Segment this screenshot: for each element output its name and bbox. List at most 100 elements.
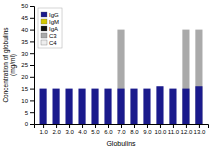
y-tick-label: 35 [21,39,28,45]
y-tick-mark [30,41,34,42]
legend-swatch [41,33,47,38]
x-tick: 5.0 [91,124,100,135]
x-axis-line [35,125,209,129]
bar [91,89,98,124]
y-tick: 40 [21,27,34,33]
bar [104,89,111,124]
x-tick-label: 4.0 [78,129,87,135]
bar [169,89,176,124]
x-tick: 13.0 [194,124,206,135]
x-tick: 6.0 [104,124,113,135]
y-tick: 0 [25,121,34,127]
x-tick-mark [69,124,70,128]
y-axis: 0 5 10 15 20 25 30 35 40 45 50 [21,3,34,127]
y-tick: 35 [21,39,34,45]
y-tick-mark [30,77,34,78]
x-axis-title: Globulins [106,140,136,147]
y-tick-label: 0 [25,121,29,127]
y-tick-mark [30,112,34,113]
x-tick-mark [173,124,174,128]
x-tick-label: 1.0 [39,129,48,135]
x-tick-label: 6.0 [104,129,113,135]
x-tick-mark [82,124,83,128]
x-tick-mark [160,124,161,128]
y-axis-line [30,7,35,125]
x-tick-label: 3.0 [65,129,74,135]
legend-swatch [41,40,47,45]
x-tick-mark [199,124,200,128]
bar-series [40,86,203,124]
x-tick: 8.0 [130,124,139,135]
x-tick: 10.0 [155,124,167,135]
bar [195,86,202,124]
legend-box [38,8,62,48]
bar [78,89,85,124]
x-tick-mark [95,124,96,128]
x-tick: 1.0 [39,124,48,135]
y-tick: 45 [21,15,34,21]
y-tick: 25 [21,62,34,68]
y-tick-label: 40 [21,27,28,33]
legend-label: C3 [49,33,57,39]
x-tick: 11.0 [168,124,180,135]
legend-label: IgM [49,19,59,25]
y-tick: 30 [21,51,34,57]
y-tick-label: 50 [21,3,28,9]
x-tick-label: 7.0 [117,129,126,135]
x-tick-mark [147,124,148,128]
bar [195,30,202,124]
legend-swatch [41,26,47,31]
bar [182,89,189,124]
y-tick: 50 [21,3,34,9]
x-tick: 9.0 [143,124,152,135]
y-tick: 20 [21,74,34,80]
bar [117,30,124,124]
x-tick-label: 9.0 [143,129,152,135]
legend-swatch [41,19,47,24]
plot: 1.02.03.04.05.06.07.08.09.010.011.012.01… [21,3,208,135]
y-tick-mark [30,89,34,90]
x-tick-mark [56,124,57,128]
bar [40,89,47,124]
legend-label: IgA [49,26,58,32]
bar [65,89,72,124]
y-tick-label: 20 [21,74,28,80]
x-tick-label: 2.0 [52,129,61,135]
y-axis-title: Concentration of globulins(mg/ml) [2,27,17,103]
legend-label: C4 [49,40,57,46]
y-tick: 5 [25,110,34,116]
legend: IgGIgMIgAC3C4 [38,8,62,48]
y-tick-label: 10 [21,98,28,104]
bar [130,89,137,124]
bar [143,89,150,124]
x-tick-mark [108,124,109,128]
x-tick: 3.0 [65,124,74,135]
y-tick: 10 [21,98,34,104]
x-tick: 2.0 [52,124,61,135]
x-tick-mark [43,124,44,128]
y-tick-mark [30,124,34,125]
bar-series [117,30,202,124]
y-axis-title-line: (mg/ml) [9,54,17,76]
y-tick-mark [30,53,34,54]
bars [40,30,203,124]
x-tick-label: 13.0 [194,129,206,135]
x-tick-label: 10.0 [155,129,167,135]
legend-swatch [41,12,47,17]
y-tick-mark [30,65,34,66]
bar [117,89,124,124]
chart: 1.02.03.04.05.06.07.08.09.010.011.012.01… [0,0,214,150]
y-tick: 15 [21,86,34,92]
bar [53,89,60,124]
y-tick-label: 45 [21,15,28,21]
y-tick-mark [30,30,34,31]
y-tick-label: 25 [21,62,28,68]
x-tick-label: 11.0 [168,129,180,135]
y-tick-mark [30,100,34,101]
bar [182,30,189,124]
y-tick-mark [30,6,34,7]
y-tick-label: 30 [21,51,28,57]
x-tick: 4.0 [78,124,87,135]
x-tick-mark [186,124,187,128]
x-axis: 1.02.03.04.05.06.07.08.09.010.011.012.01… [35,124,209,135]
